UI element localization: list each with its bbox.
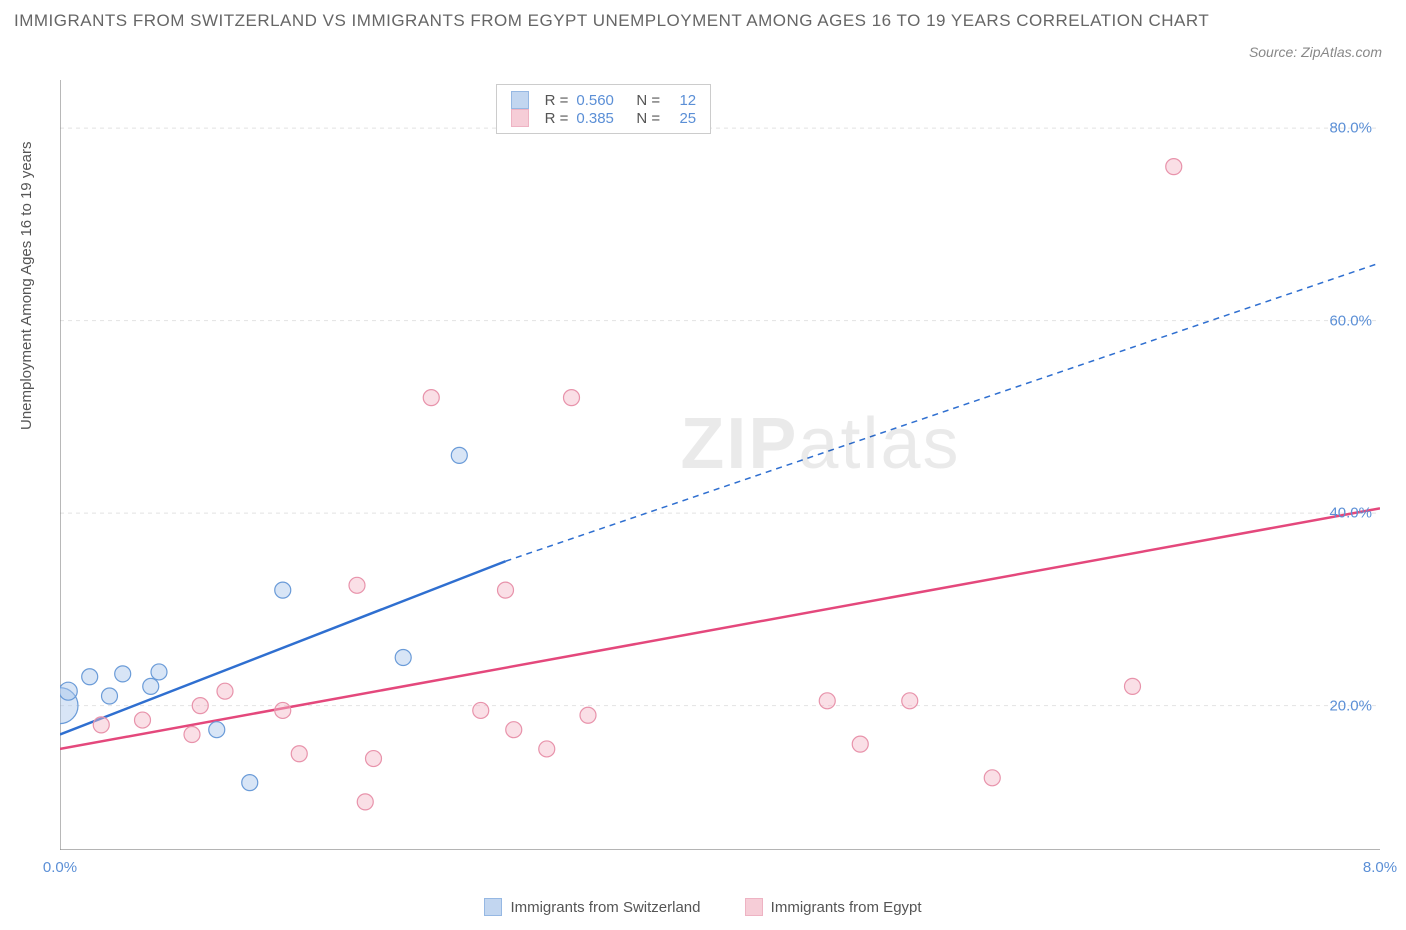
y-tick-label: 40.0% bbox=[1329, 505, 1372, 522]
scatter-plot-svg bbox=[60, 80, 1380, 850]
y-tick-label: 20.0% bbox=[1329, 697, 1372, 714]
legend-swatch-egypt bbox=[745, 898, 763, 916]
r-value: 0.560 bbox=[576, 92, 628, 109]
legend-label-switzerland: Immigrants from Switzerland bbox=[510, 899, 700, 916]
legend-swatch-egypt-icon bbox=[511, 109, 529, 127]
y-axis-label: Unemployment Among Ages 16 to 19 years bbox=[18, 141, 35, 430]
legend-row-switzerland: R = 0.560 N = 12 bbox=[511, 91, 697, 109]
x-tick-label: 0.0% bbox=[43, 859, 77, 876]
legend-item-switzerland: Immigrants from Switzerland bbox=[484, 898, 700, 916]
series-legend: Immigrants from Switzerland Immigrants f… bbox=[0, 898, 1406, 920]
n-value: 12 bbox=[668, 92, 696, 109]
legend-label-egypt: Immigrants from Egypt bbox=[771, 899, 922, 916]
chart-title: IMMIGRANTS FROM SWITZERLAND VS IMMIGRANT… bbox=[14, 8, 1209, 34]
n-value: 25 bbox=[668, 110, 696, 127]
r-label: R = bbox=[545, 92, 569, 109]
r-label: R = bbox=[545, 110, 569, 127]
n-label: N = bbox=[636, 92, 660, 109]
legend-row-egypt: R = 0.385 N = 25 bbox=[511, 109, 697, 127]
y-tick-label: 80.0% bbox=[1329, 120, 1372, 137]
n-label: N = bbox=[636, 110, 660, 127]
y-tick-label: 60.0% bbox=[1329, 312, 1372, 329]
source-attribution: Source: ZipAtlas.com bbox=[1249, 44, 1382, 60]
legend-item-egypt: Immigrants from Egypt bbox=[745, 898, 922, 916]
x-tick-label: 8.0% bbox=[1363, 859, 1397, 876]
legend-swatch-switzerland-icon bbox=[511, 91, 529, 109]
legend-swatch-switzerland bbox=[484, 898, 502, 916]
correlation-legend: R = 0.560 N = 12 R = 0.385 N = 25 bbox=[496, 84, 712, 134]
chart-area: R =0.560N =12R =0.385N =25 ZIPatlas 20.0… bbox=[60, 80, 1380, 850]
r-value: 0.385 bbox=[576, 110, 628, 127]
